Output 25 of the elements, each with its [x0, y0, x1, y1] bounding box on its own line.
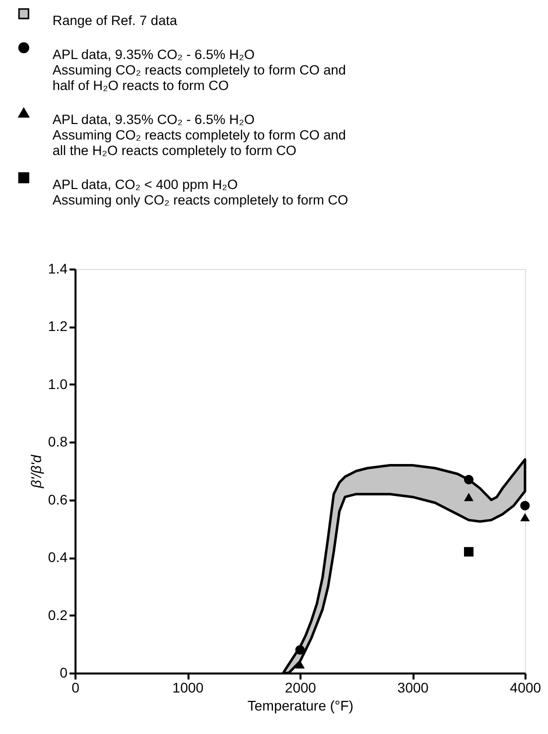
point — [295, 645, 305, 655]
x-tick-label: 2000 — [284, 680, 316, 696]
legend-label: APL data, CO₂ < 400 ppm H₂O Assuming only CO₂ reacts completely to form CO — [52, 176, 348, 208]
y-tick-label: 0 — [60, 664, 68, 680]
point — [520, 500, 530, 510]
point — [464, 547, 474, 557]
point — [464, 474, 474, 484]
y-tick-label: 1.0 — [48, 376, 68, 392]
x-tick-label: 4000 — [510, 680, 542, 696]
y-tick-label: 0.4 — [48, 549, 68, 566]
legend-label: APL data, 9.35% CO₂ - 6.5% H₂O Assuming CO₂ reacts completely to form CO and half of H₂O reacts to form CO — [52, 46, 346, 93]
x-tick-label: 0 — [72, 680, 80, 696]
y-tick-label: 1.2 — [48, 318, 68, 334]
point — [464, 492, 474, 502]
y-tick-label: 0.6 — [48, 491, 68, 508]
y-tick-label: 1.4 — [48, 260, 68, 276]
y-tick-label: 0.8 — [48, 434, 68, 450]
y-axis-title: β'/β'd — [28, 454, 44, 490]
x-tick-label: 3000 — [397, 680, 429, 696]
x-axis-title: Temperature (°F) — [248, 698, 354, 714]
y-tick-label: 0.2 — [48, 606, 68, 623]
legend-label: Range of Ref. 7 data — [52, 12, 178, 28]
x-tick-label: 1000 — [172, 680, 204, 696]
legend-label: APL data, 9.35% CO₂ - 6.5% H₂O Assuming CO₂ reacts completely to form CO and all the H₂O reacts completely to form CO — [52, 112, 346, 158]
point — [520, 513, 530, 522]
